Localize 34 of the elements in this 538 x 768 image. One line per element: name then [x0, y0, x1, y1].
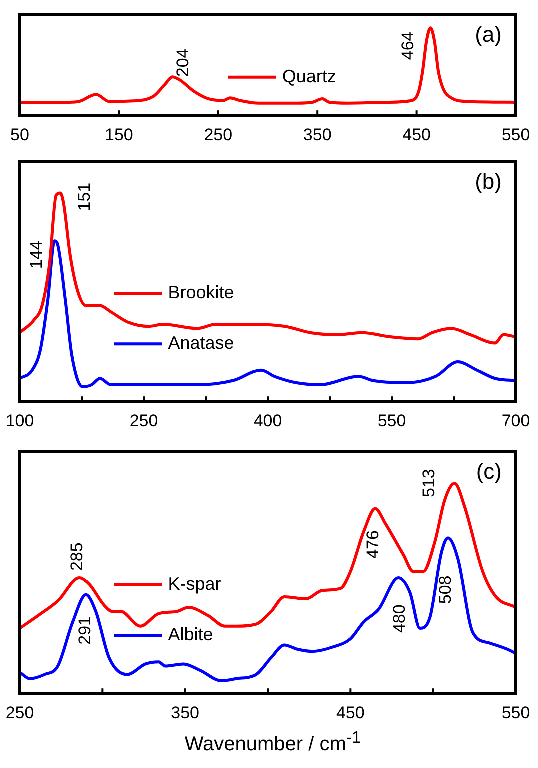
annotation: (a) — [475, 22, 502, 48]
annotation: 144 — [27, 240, 46, 270]
x-tick-label: 150 — [105, 125, 134, 144]
x-tick-label: 450 — [402, 125, 431, 144]
annotation: 151 — [74, 182, 94, 212]
legend-label: K-spar — [168, 574, 222, 594]
annotation: 285 — [68, 542, 87, 572]
x-tick-label: 700 — [502, 411, 530, 430]
x-tick-label: 550 — [378, 411, 406, 430]
x-tick-label: 100 — [6, 411, 34, 430]
x-tick-label: 400 — [254, 411, 282, 430]
annotation: 476 — [363, 530, 382, 559]
x-tick-label: 250 — [6, 703, 34, 722]
annotation: 480 — [390, 604, 409, 634]
x-tick-label: 350 — [171, 703, 200, 722]
x-tick-label: 450 — [336, 703, 365, 722]
x-tick-label: 250 — [130, 411, 158, 430]
annotation: (b) — [475, 169, 502, 194]
x-tick-label: 250 — [204, 125, 233, 144]
annotation: 204 — [173, 48, 192, 78]
legend-label: Anatase — [168, 333, 234, 354]
annotation: 508 — [436, 576, 456, 604]
legend-label: Albite — [168, 624, 214, 645]
x-axis-title: Wavenumber / cm$^{-1}$ — [184, 728, 362, 757]
legend-label: Quartz — [282, 66, 336, 86]
annotation: 291 — [75, 616, 94, 645]
annotation: 513 — [420, 469, 439, 498]
legend-label: Brookite — [168, 282, 234, 303]
x-tick-label: 50 — [10, 125, 30, 144]
x-tick-label: 550 — [502, 125, 530, 144]
x-tick-label: 350 — [303, 125, 332, 144]
annotation: (c) — [476, 459, 502, 484]
x-tick-label: 550 — [502, 703, 530, 722]
annotation: 464 — [398, 32, 418, 60]
